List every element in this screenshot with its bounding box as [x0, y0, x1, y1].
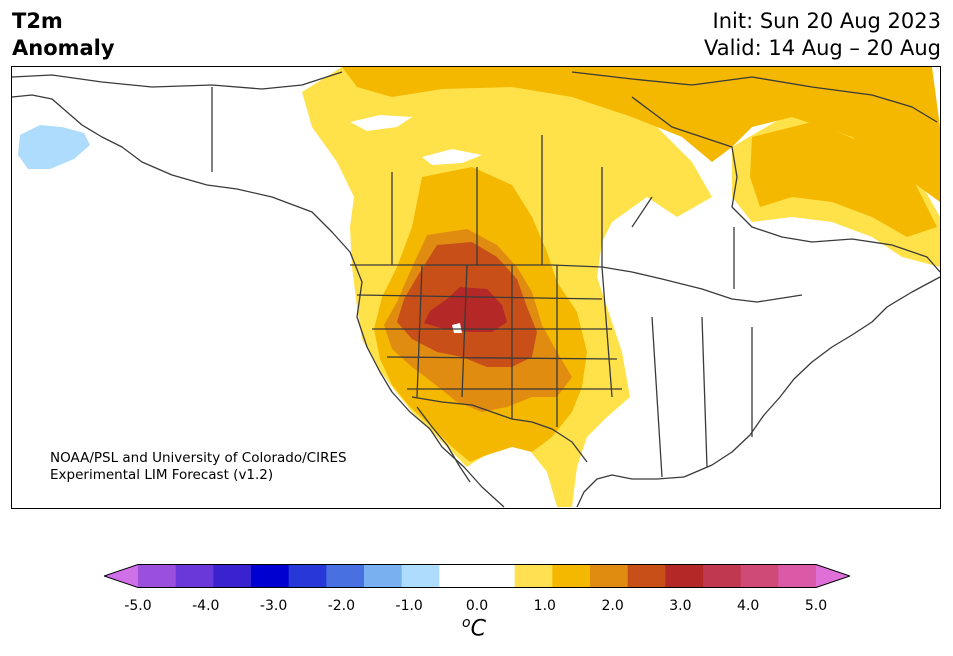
baja-california [416, 406, 471, 483]
colorbar-extend-low [104, 564, 138, 588]
colorbar-extend-high [816, 564, 850, 588]
colorbar-segment [665, 564, 704, 588]
anomaly-contour-yellow-north [342, 67, 940, 202]
colorbar-segment [552, 564, 591, 588]
colorbar-segment [251, 564, 290, 588]
colorbar-tick-label: 3.0 [669, 598, 692, 614]
colorbar-tick-label: -4.0 [192, 598, 220, 614]
lake-great-salt [452, 323, 462, 333]
title-line-1: T2m [12, 9, 63, 33]
pacific-coast [12, 94, 505, 508]
colorbar-tick-label: 0.0 [465, 598, 489, 614]
colorbar-tick-label: -3.0 [259, 598, 288, 614]
colorbar-segment [364, 564, 403, 588]
colorbar-tick-label: -2.0 [327, 598, 356, 614]
colorbar-segment [326, 564, 365, 588]
lake-great-slave [350, 115, 412, 131]
colorbar-segment [477, 564, 516, 588]
colorbar-segment [138, 564, 177, 588]
colorbar-segment [590, 564, 629, 588]
anomaly-contour-light-blue [18, 125, 90, 169]
coastline-and-borders [12, 71, 940, 508]
colorbar-svg [102, 564, 852, 588]
colorbar-segment [703, 564, 742, 588]
colorbar-tick-label: 1.0 [533, 598, 556, 614]
colorbar-tick-label: -5.0 [124, 598, 152, 614]
colorbar-segment [401, 564, 440, 588]
canada-provinces [211, 87, 735, 289]
colorbar-segment [288, 564, 327, 588]
alaska-north-coast [12, 71, 343, 90]
colorbar-segment [439, 564, 478, 588]
colorbar-segment [514, 564, 553, 588]
map-title: T2m Anomaly [12, 8, 115, 62]
colorbar-segment [778, 564, 817, 588]
credit-line-1: NOAA/PSL and University of Colorado/CIRE… [50, 450, 347, 466]
unit-celsius: C [470, 616, 486, 642]
colorbar-tick-label: 2.0 [601, 598, 624, 614]
colorbar-unit: oC [462, 615, 486, 641]
colorbar-segment [627, 564, 666, 588]
colorbar-tick-label: 4.0 [737, 598, 760, 614]
colorbar-ticks: -5.0 -4.0 -3.0 -2.0 -1.0 0.0 1.0 2.0 3.0 4.0 5.0 [0, 598, 953, 618]
map-frame: NOAA/PSL and University of Colorado/CIRE… [11, 66, 941, 509]
colorbar-segment [175, 564, 214, 588]
colorbar-tick-label: 5.0 [804, 598, 828, 614]
anomaly-contour-yellow-east [750, 122, 937, 237]
init-date: Init: Sun 20 Aug 2023 [712, 9, 941, 33]
gulf-coast [576, 474, 685, 508]
us-canada-border [350, 264, 803, 303]
forecast-dates: Init: Sun 20 Aug 2023 Valid: 14 Aug – 20… [704, 8, 941, 62]
atlantic-coast [683, 276, 940, 478]
credit-line-2: Experimental LIM Forecast (v1.2) [50, 467, 274, 483]
valid-range: Valid: 14 Aug – 20 Aug [703, 36, 941, 60]
colorbar [102, 564, 852, 592]
title-line-2: Anomaly [12, 36, 115, 60]
anomaly-map [12, 67, 940, 508]
credit-text: NOAA/PSL and University of Colorado/CIRE… [50, 450, 347, 484]
arctic-islands [571, 71, 938, 123]
colorbar-tick-label: -1.0 [395, 598, 423, 614]
hudson-bay-coast [631, 96, 940, 273]
colorbar-segment [740, 564, 779, 588]
lake-athabasca [422, 149, 482, 165]
us-state-lines [356, 264, 753, 478]
unit-degree: o [462, 615, 471, 631]
colorbar-segment [213, 564, 252, 588]
